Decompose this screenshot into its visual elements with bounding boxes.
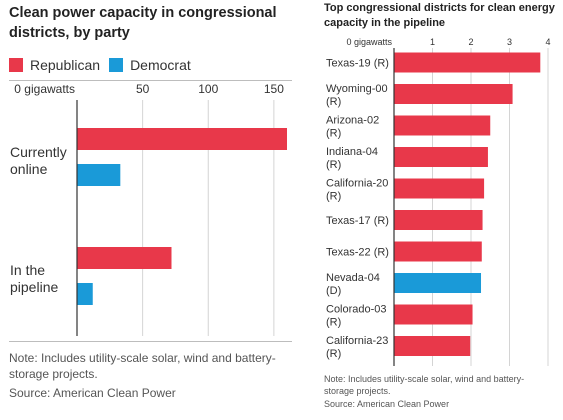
legend-divider [9,80,292,81]
left-source: Source: American Clean Power [9,386,176,400]
right-category-label: California-23 (R) [326,335,388,360]
right-note: Note: Includes utility-scale solar, wind… [324,374,525,396]
legend-swatch-democrat [109,58,124,72]
legend-item-republican: Republican [9,57,100,73]
left-bar-democrat [77,283,93,305]
right-source: Source: American Clean Power [324,399,450,409]
legend-swatch-republican [9,58,23,72]
right-bar [394,210,483,230]
right-category-label: California-20 (R) [326,178,388,203]
right-bar [394,147,488,167]
left-x-tick-label: 150 [264,82,284,96]
left-bar-democrat [77,164,121,186]
right-x-tick-label: 4 [545,37,550,47]
left-footer-divider [9,341,292,342]
left-x-tick-label: 100 [198,82,218,96]
right-category-label: Wyoming-00 (R) [326,83,388,108]
right-bar [394,52,541,73]
right-bar [394,241,482,262]
right-category-label: Texas-17 (R) [326,215,389,227]
right-category-label: Colorado-03 (R) [326,304,387,329]
left-note: Note: Includes utility-scale solar, wind… [9,351,276,381]
legend-label-democrat: Democrat [130,57,191,73]
right-category-label: Texas-22 (R) [326,247,389,259]
left-chart-title: Clean power capacity in congressional di… [9,5,277,41]
right-category-label: Indiana-04 (R) [326,146,378,171]
right-category-label: Arizona-02 (R) [326,115,379,140]
right-x-tick-label: 2 [468,37,473,47]
right-bar [394,115,491,136]
right-category-label: Texas-19 (R) [326,58,389,70]
right-x-tick-label: 0 gigawatts [346,37,392,47]
right-bar [394,273,482,293]
right-bar [394,336,471,356]
left-bar-republican [77,128,287,150]
legend-item-democrat: Democrat [109,57,191,73]
left-category-label: In the pipeline [10,262,58,295]
left-x-tick-label: 0 gigawatts [14,82,75,96]
right-bar [394,304,473,325]
right-category-label: Nevada-04 (D) [326,272,380,297]
legend: Republican Democrat [9,57,200,73]
left-x-tick-label: 50 [136,82,150,96]
right-bar [394,84,513,104]
right-chart-title: Top congressional districts for clean en… [324,2,555,29]
right-x-tick-label: 3 [507,37,512,47]
legend-label-republican: Republican [30,57,101,73]
left-category-label: Currently online [10,144,67,177]
right-x-tick-label: 1 [430,37,435,47]
left-bar-republican [77,247,172,269]
right-bar [394,178,485,199]
